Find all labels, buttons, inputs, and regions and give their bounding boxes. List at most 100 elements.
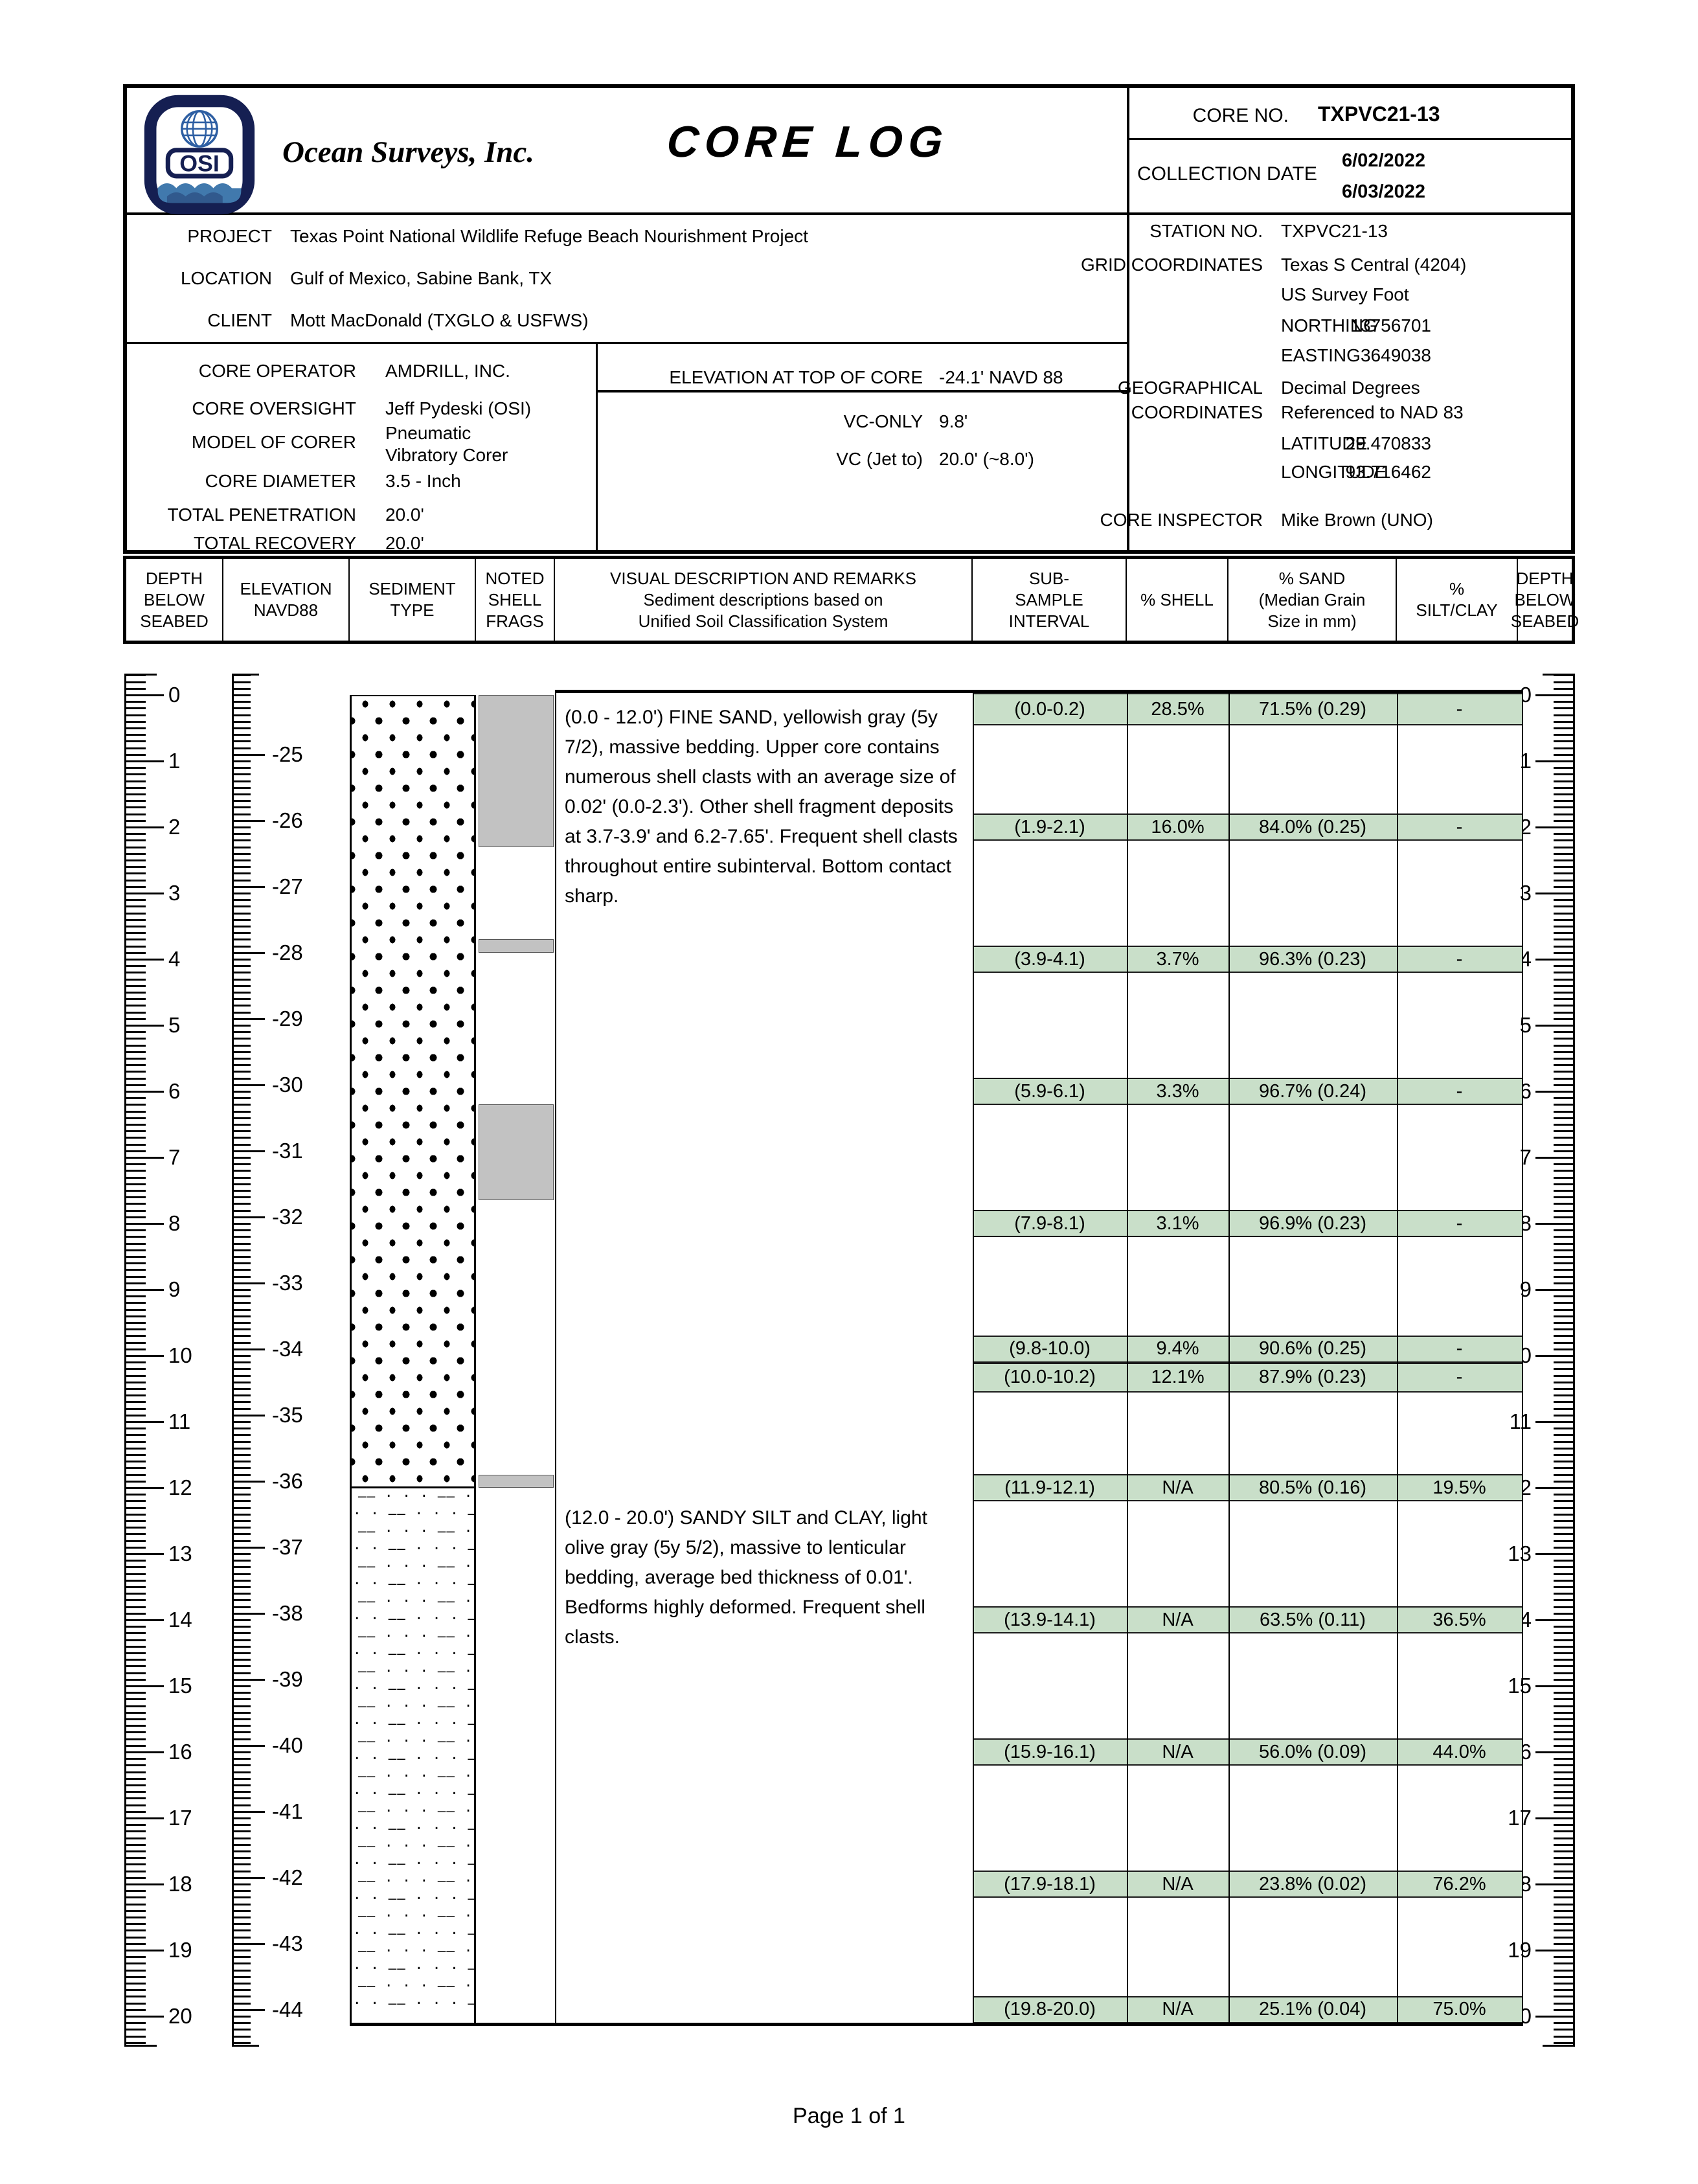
depth-tick [126, 1890, 146, 1893]
depth-tick [126, 1883, 164, 1885]
depth-tick [126, 1962, 146, 1965]
depth-tick [126, 1929, 146, 1932]
depth-tick [126, 2029, 146, 2031]
depth-tick [1554, 1843, 1573, 1846]
depth-tick-label: 9 [168, 1277, 181, 1301]
subsample-pct-shell: 28.5% [1151, 698, 1205, 720]
depth-tick [126, 773, 146, 776]
depth-tick [126, 767, 146, 769]
depth-tick [126, 1942, 146, 1945]
shell-frag-block [479, 939, 554, 953]
depth-tick [1554, 1044, 1573, 1047]
depth-tick [1535, 1619, 1573, 1621]
col-line: BELOW [144, 589, 205, 609]
elevation-tick [234, 1414, 265, 1416]
depth-tick [1554, 1520, 1573, 1522]
depth-tick [1554, 1500, 1573, 1503]
elevation-tick-label: -35 [272, 1402, 303, 1427]
subsample-interval: (1.9-2.1) [1014, 816, 1085, 837]
elevation-tick [234, 753, 265, 756]
elevation-tick [234, 998, 251, 1001]
depth-tick [1554, 972, 1573, 974]
depth-tick [126, 1619, 164, 1621]
elevation-tick-label: -43 [272, 1931, 303, 1955]
depth-tick [1554, 1711, 1573, 1714]
depth-tick-label: 10 [168, 1343, 192, 1367]
depth-ruler-right [1573, 674, 1575, 2047]
silt-pattern-row: –– · · · –– · · · –– [358, 1488, 474, 1504]
depth-tick-label: 18 [168, 1872, 192, 1896]
depth-tick [1554, 1494, 1573, 1496]
depth-tick [126, 1810, 146, 1813]
depth-tick [1535, 826, 1573, 828]
depth-tick [1554, 1731, 1573, 1734]
depth-tick [1554, 1216, 1573, 1218]
station-label: STATION NO. [1149, 221, 1263, 241]
depth-tick [1554, 1804, 1573, 1806]
depth-tick [1554, 1546, 1573, 1549]
depth-tick [1554, 786, 1573, 789]
silt-pattern-row: –– · · · –– · · · –– [358, 1768, 474, 1784]
silt-pattern-row: · · –– · · · –– · · [353, 1926, 474, 1941]
depth-tick [1554, 753, 1573, 756]
elevation-tick [234, 701, 251, 703]
elevation-tick [234, 1077, 251, 1080]
depth-tick [1554, 1777, 1573, 1780]
elevation-tick [234, 1216, 265, 1218]
elevation-tick [234, 1612, 265, 1615]
depth-tick [1554, 1018, 1573, 1020]
depth-tick [126, 1038, 146, 1040]
depth-tick [1554, 806, 1573, 809]
subsample-interval: (7.9-8.1) [1014, 1212, 1085, 1234]
elevation-tick-label: -28 [272, 940, 303, 964]
depth-tick [1535, 1223, 1573, 1225]
depth-tick [1554, 1461, 1573, 1463]
elevation-tick [234, 1659, 251, 1661]
core-no-label: CORE NO. [1192, 105, 1289, 126]
col-line: SHELL [488, 589, 542, 609]
depth-tick [126, 1011, 146, 1014]
easting-label: EASTING [1281, 345, 1361, 365]
elevation-tick [234, 1368, 251, 1371]
depth-tick [126, 1236, 146, 1238]
shell-frag-block [479, 1104, 554, 1201]
elevation-tick [234, 839, 251, 842]
depth-tick [126, 1308, 146, 1311]
vc-only-value: 9.8' [939, 411, 968, 431]
depth-tick [126, 1328, 146, 1331]
subsample-interval: (15.9-16.1) [1004, 1741, 1096, 1762]
elevation-tick [234, 992, 251, 994]
depth-tick [1554, 1110, 1573, 1113]
depth-tick [1554, 1810, 1573, 1813]
silt-pattern-row: · · –– · · · –– · · [353, 1751, 474, 1766]
silt-pattern-row: –– · · · –– · · · –– [358, 1943, 474, 1959]
subsample-pct-sand: 80.5% (0.16) [1258, 1477, 1367, 1498]
depth-tick [126, 1058, 146, 1060]
depth-tick [126, 1553, 164, 1555]
elevation-tick [234, 1540, 251, 1542]
col-line: INTERVAL [1008, 611, 1090, 631]
depth-tick-label: 19 [168, 1938, 192, 1962]
depth-tick [1554, 1130, 1573, 1133]
depth-tick-label: 13 [1508, 1541, 1532, 1565]
depth-tick [126, 965, 146, 968]
elevation-tick [234, 1487, 251, 1489]
depth-tick [126, 1857, 146, 1860]
col-line: % SHELL [1140, 589, 1214, 609]
depth-tick [1554, 1876, 1573, 1879]
depth-tick-label: 1 [168, 749, 181, 773]
company-name: Ocean Surveys, Inc. [282, 135, 535, 169]
elevation-tick [234, 1969, 251, 1972]
elevation-tick [234, 1936, 251, 1939]
depth-tick [126, 1639, 146, 1641]
col-line: ELEVATION [240, 579, 332, 598]
depth-tick [1554, 992, 1573, 994]
depth-tick [126, 1903, 146, 1905]
elevation-tick [234, 773, 251, 776]
depth-tick [1535, 1091, 1573, 1093]
depth-tick [1535, 1355, 1573, 1357]
depth-tick [1554, 1942, 1573, 1945]
elevation-tick [234, 852, 251, 855]
depth-tick [1554, 951, 1573, 954]
collection-date-1: 6/02/2022 [1342, 150, 1426, 171]
